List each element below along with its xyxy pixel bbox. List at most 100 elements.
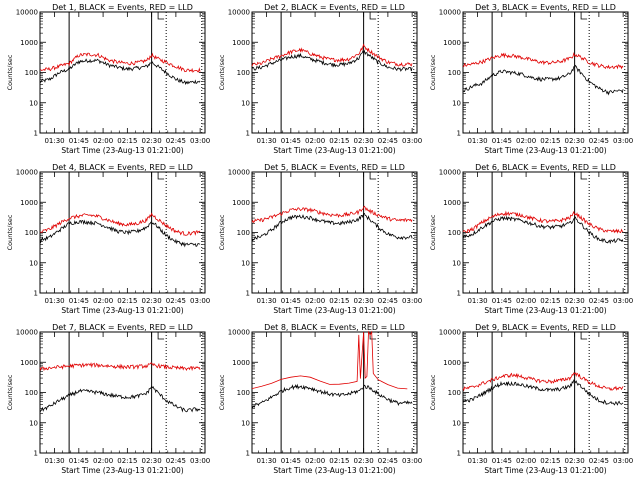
y-tick-label: 100 bbox=[25, 389, 38, 397]
series-line-lld bbox=[39, 212, 201, 236]
flag-mark bbox=[580, 172, 588, 180]
x-tick-label: 02:00 bbox=[93, 297, 113, 305]
series-line-lld bbox=[39, 52, 201, 73]
series-line-events bbox=[462, 379, 624, 406]
y-axis-label: Counts/sec bbox=[218, 374, 226, 410]
panel-title: Det 4, BLACK = Events, RED = LLD bbox=[52, 163, 193, 172]
y-tick-label: 10 bbox=[452, 419, 461, 427]
series-line-lld bbox=[251, 43, 413, 67]
y-tick-label: 1 bbox=[457, 130, 461, 138]
plot-frame bbox=[251, 331, 418, 454]
x-tick-label: 02:15 bbox=[540, 297, 560, 305]
series-line-events bbox=[39, 58, 201, 86]
x-tick-label: 01:45 bbox=[69, 457, 89, 465]
series-line-events bbox=[39, 219, 201, 248]
x-tick-label: 03:00 bbox=[402, 297, 422, 305]
x-axis-label: Start Time (23-Aug-13 01:21:00) bbox=[273, 146, 395, 155]
series-line-lld bbox=[39, 362, 201, 372]
y-tick-label: 100 bbox=[237, 389, 250, 397]
flag-mark bbox=[369, 172, 377, 180]
x-tick-label: 02:30 bbox=[565, 297, 585, 305]
x-tick-label: 02:15 bbox=[329, 297, 349, 305]
y-tick-label: 1 bbox=[246, 290, 250, 298]
x-axis-label: Start Time (23-Aug-13 01:21:00) bbox=[273, 306, 395, 315]
x-tick-label: 02:45 bbox=[166, 137, 186, 145]
x-tick-label: 01:30 bbox=[44, 457, 64, 465]
x-tick-label: 03:00 bbox=[190, 297, 210, 305]
x-axis-label: Start Time (23-Aug-13 01:21:00) bbox=[484, 146, 606, 155]
y-tick-label: 10 bbox=[241, 99, 250, 107]
x-tick-label: 01:45 bbox=[281, 137, 301, 145]
x-tick-label: 03:00 bbox=[402, 137, 422, 145]
series-line-lld bbox=[251, 205, 413, 224]
y-axis-label: Counts/sec bbox=[218, 214, 226, 250]
y-tick-label: 10 bbox=[29, 99, 38, 107]
x-tick-label: 02:45 bbox=[378, 457, 398, 465]
panel-title: Det 7, BLACK = Events, RED = LLD bbox=[52, 323, 193, 332]
x-tick-label: 02:00 bbox=[516, 137, 536, 145]
y-tick-label: 10000 bbox=[16, 329, 38, 337]
flag-mark bbox=[157, 12, 165, 20]
flag-mark bbox=[580, 12, 588, 20]
y-tick-label: 10000 bbox=[228, 9, 250, 17]
y-tick-label: 100 bbox=[448, 229, 461, 237]
y-tick-label: 10 bbox=[241, 259, 250, 267]
x-tick-label: 03:00 bbox=[613, 297, 633, 305]
panel-title: Det 8, BLACK = Events, RED = LLD bbox=[264, 323, 405, 332]
y-tick-label: 100 bbox=[448, 389, 461, 397]
y-tick-label: 1 bbox=[34, 130, 38, 138]
panel-det-2: Det 2, BLACK = Events, RED = LLD 1 10 100 10… bbox=[218, 3, 422, 155]
y-tick-label: 10000 bbox=[228, 169, 250, 177]
y-tick-label: 100 bbox=[237, 69, 250, 77]
x-tick-label: 01:45 bbox=[69, 297, 89, 305]
x-tick-label: 02:30 bbox=[354, 137, 374, 145]
x-tick-label: 01:30 bbox=[467, 457, 487, 465]
panel-det-8: Det 8, BLACK = Events, RED = LLD 1 10 100 10… bbox=[218, 323, 422, 475]
x-tick-label: 03:00 bbox=[613, 137, 633, 145]
x-axis-label: Start Time (23-Aug-13 01:21:00) bbox=[61, 306, 183, 315]
x-tick-label: 01:45 bbox=[281, 297, 301, 305]
x-axis-label: Start Time (23-Aug-13 01:21:00) bbox=[61, 466, 183, 475]
flag-mark bbox=[157, 332, 165, 340]
x-tick-label: 01:30 bbox=[44, 297, 64, 305]
x-tick-label: 01:45 bbox=[492, 137, 512, 145]
x-tick-label: 02:30 bbox=[142, 297, 162, 305]
x-axis-label: Start Time (23-Aug-13 01:21:00) bbox=[61, 146, 183, 155]
x-tick-label: 02:00 bbox=[305, 457, 325, 465]
y-tick-label: 10 bbox=[452, 99, 461, 107]
y-tick-label: 1000 bbox=[20, 199, 38, 207]
x-tick-label: 03:00 bbox=[613, 457, 633, 465]
series-line-events bbox=[251, 212, 413, 242]
panel-det-3: Det 3, BLACK = Events, RED = LLD 1 10 100 10… bbox=[429, 3, 633, 155]
y-tick-label: 1 bbox=[457, 290, 461, 298]
panel-title: Det 5, BLACK = Events, RED = LLD bbox=[264, 163, 405, 172]
x-tick-label: 02:00 bbox=[516, 297, 536, 305]
panel-det-4: Det 4, BLACK = Events, RED = LLD 1 10 100 10… bbox=[6, 163, 210, 315]
panel-title: Det 3, BLACK = Events, RED = LLD bbox=[475, 3, 616, 12]
series-line-lld bbox=[251, 330, 408, 390]
x-tick-label: 02:00 bbox=[516, 457, 536, 465]
x-tick-label: 01:45 bbox=[281, 457, 301, 465]
x-tick-label: 02:30 bbox=[354, 457, 374, 465]
y-tick-label: 1000 bbox=[443, 39, 461, 47]
x-tick-label: 02:45 bbox=[166, 297, 186, 305]
panel-det-7: Det 7, BLACK = Events, RED = LLD 1 10 100 10… bbox=[6, 323, 210, 475]
x-tick-label: 02:45 bbox=[589, 297, 609, 305]
panel-det-1: Det 1, BLACK = Events, RED = LLD 1 10 100 10… bbox=[6, 3, 210, 155]
x-tick-label: 02:45 bbox=[166, 457, 186, 465]
series-line-lld bbox=[462, 52, 624, 70]
y-tick-label: 10 bbox=[452, 259, 461, 267]
x-tick-label: 02:00 bbox=[93, 137, 113, 145]
y-tick-label: 10 bbox=[29, 419, 38, 427]
x-tick-label: 01:45 bbox=[492, 297, 512, 305]
x-tick-label: 01:45 bbox=[69, 137, 89, 145]
x-tick-label: 02:30 bbox=[565, 457, 585, 465]
y-tick-label: 100 bbox=[237, 229, 250, 237]
x-tick-label: 02:30 bbox=[142, 457, 162, 465]
y-tick-label: 10000 bbox=[439, 169, 461, 177]
x-tick-label: 02:00 bbox=[305, 137, 325, 145]
x-tick-label: 02:45 bbox=[589, 137, 609, 145]
panel-det-6: Det 6, BLACK = Events, RED = LLD 1 10 100 10… bbox=[429, 163, 633, 315]
series-line-lld bbox=[462, 210, 624, 234]
